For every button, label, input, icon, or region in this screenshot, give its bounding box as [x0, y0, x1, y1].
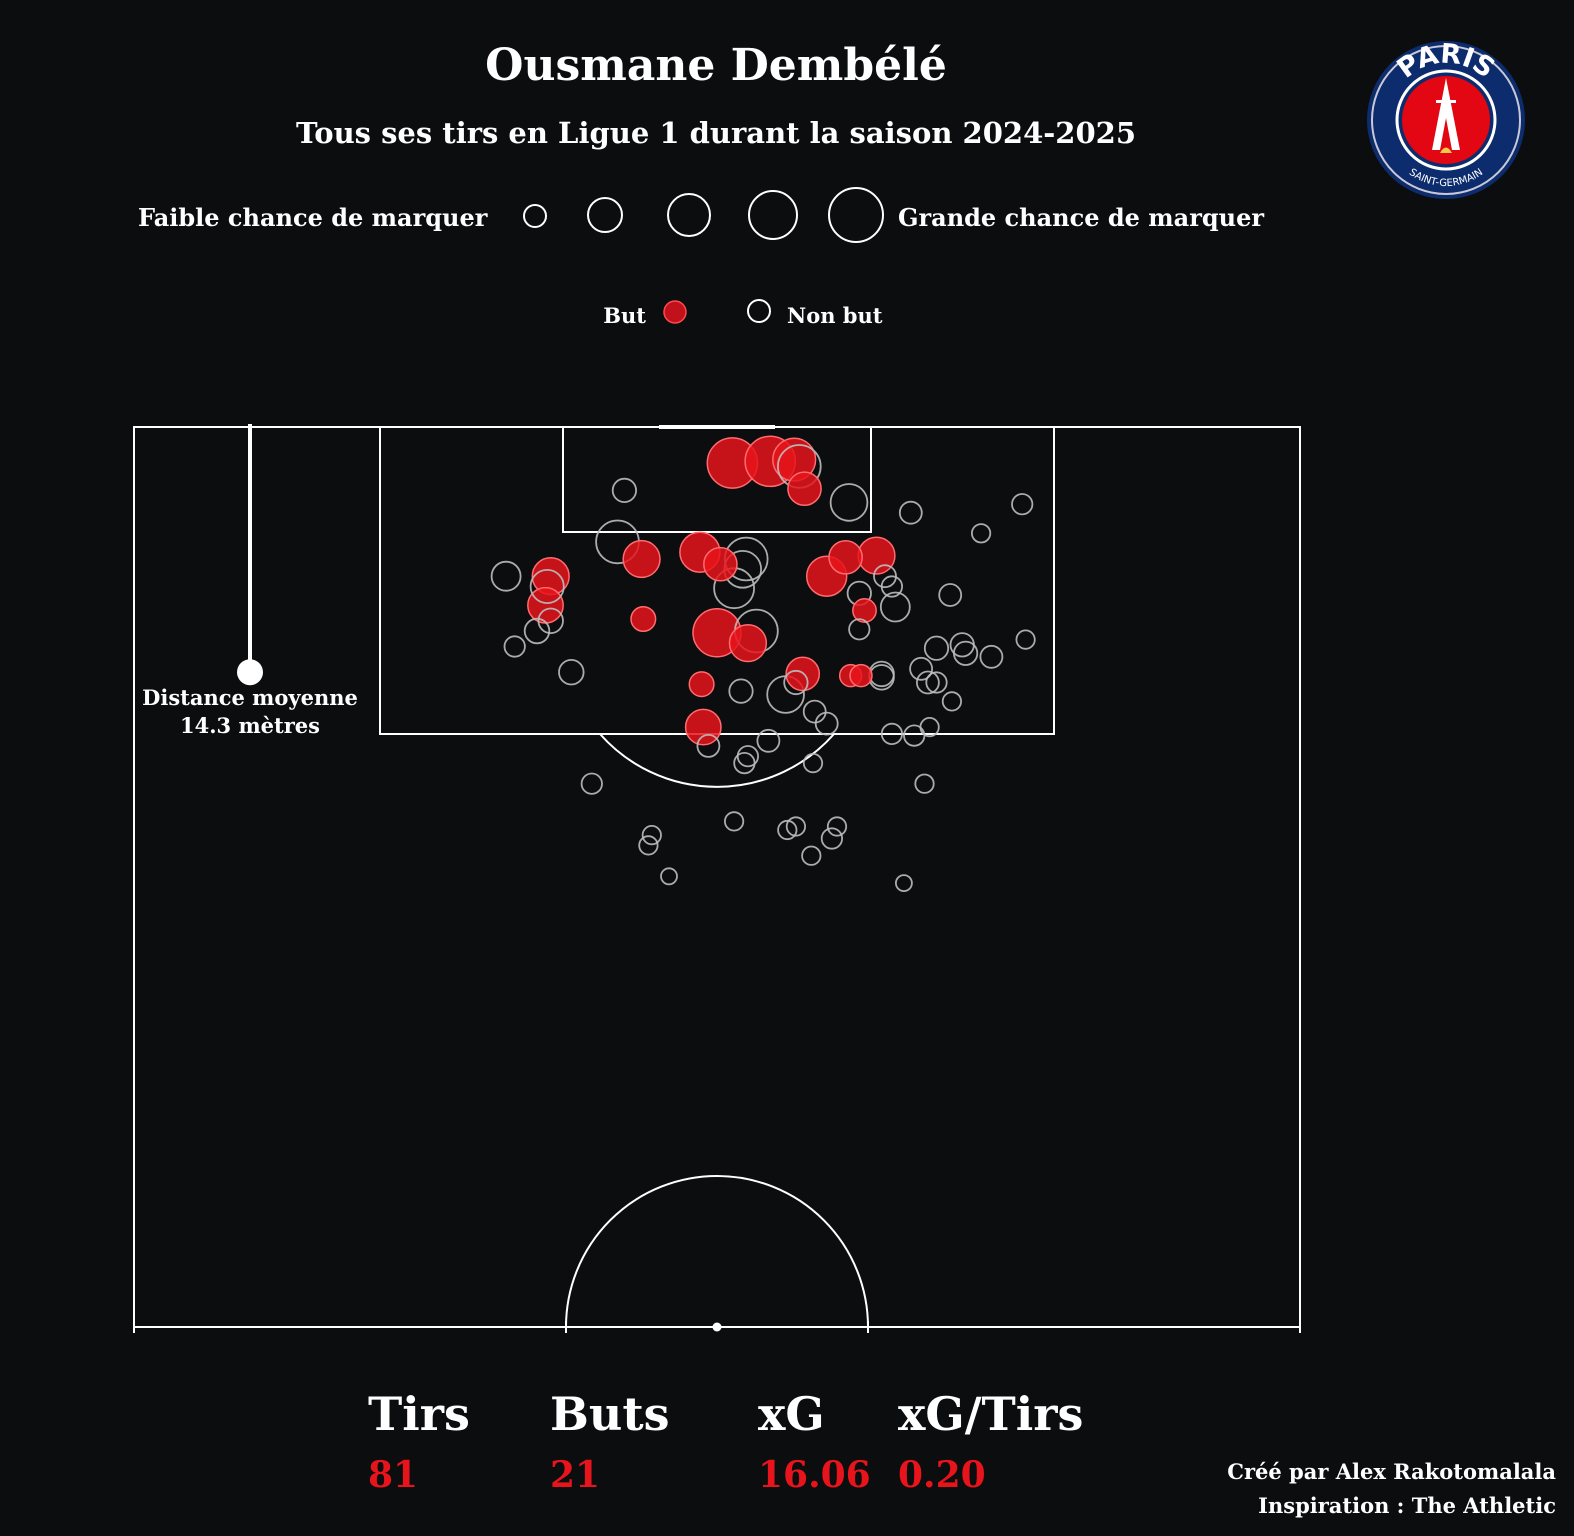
shot-miss: [1011, 493, 1034, 516]
center-circle: [565, 1175, 869, 1328]
stat-label-xg: xG: [758, 1387, 825, 1441]
shot-miss: [826, 816, 848, 837]
pitch: [133, 425, 1301, 1333]
size-legend-circle-5: [828, 187, 884, 243]
shot-miss: [641, 824, 662, 846]
size-legend-circle-4: [748, 190, 798, 240]
shot-miss: [914, 773, 935, 794]
shot-miss: [802, 699, 827, 724]
logo-fleur-icon: [1440, 147, 1452, 153]
shot-miss: [638, 835, 659, 856]
shot-miss: [952, 640, 979, 666]
shot-miss: [979, 644, 1004, 669]
shot-miss: [503, 635, 526, 658]
shot-miss: [941, 691, 963, 712]
stat-label-xg-per-shot: xG/Tirs: [898, 1387, 1083, 1441]
shot-miss: [611, 477, 638, 503]
shot-miss: [919, 716, 940, 738]
shot-miss: [756, 728, 781, 753]
shot-miss: [898, 500, 923, 525]
legend-goal-label: But: [603, 303, 646, 328]
shot-goal: [630, 605, 657, 633]
player-title: Ousmane Dembélé: [485, 40, 947, 91]
stat-value-goals: 21: [550, 1454, 600, 1496]
shot-miss: [879, 591, 911, 623]
shot-goal: [849, 663, 873, 688]
shot-miss: [801, 845, 822, 866]
shot-miss: [490, 560, 522, 592]
shot-miss: [529, 569, 565, 605]
stats-panel: Tirs 81 Buts 21 xG 16.06 xG/Tirs 0.20: [368, 1387, 1083, 1496]
shot-miss: [938, 583, 963, 607]
shot-miss: [909, 656, 933, 681]
logo-outer-border: [1371, 45, 1521, 195]
shot-miss: [814, 711, 839, 736]
shot-miss: [783, 669, 809, 696]
shot-miss: [537, 607, 564, 635]
outcome-legend: But Non but: [603, 299, 883, 328]
stat-value-shots: 81: [368, 1454, 418, 1496]
shot-miss: [848, 618, 871, 641]
shot-miss: [880, 722, 904, 746]
size-legend-high-label: Grande chance de marquer: [898, 203, 1264, 232]
shot-miss: [970, 523, 992, 544]
shot-goal: [688, 671, 715, 698]
size-legend: Faible chance de marquer Grande chance d…: [138, 187, 1264, 243]
shot-miss: [916, 670, 940, 695]
logo-tower-icon: [1432, 78, 1460, 150]
shots-layer: [490, 435, 1036, 892]
shot-miss: [523, 617, 551, 645]
shot-miss: [880, 575, 904, 598]
size-legend-low-label: Faible chance de marquer: [138, 203, 488, 232]
legend-miss-label: Non but: [787, 303, 883, 328]
penalty-arc: [599, 733, 835, 788]
shot-goal: [852, 598, 877, 623]
shot-miss: [925, 671, 948, 694]
shot-miss: [696, 734, 721, 758]
shot-miss: [802, 752, 824, 774]
shot-miss: [723, 811, 745, 832]
shot-goal: [527, 586, 564, 624]
shot-miss: [895, 874, 913, 892]
center-spot: [712, 1322, 722, 1332]
shot-miss: [1015, 629, 1036, 650]
shot-goal: [787, 471, 822, 507]
average-distance-marker: Distance moyenne 14.3 mètres: [142, 424, 358, 738]
size-legend-circle-1: [523, 204, 547, 228]
legend-miss-marker: [747, 299, 771, 323]
stat-label-shots: Tirs: [368, 1387, 470, 1441]
shot-goal: [728, 623, 768, 663]
shot-goal: [684, 708, 722, 746]
credits-inspiration: Inspiration : The Athletic: [1258, 1493, 1556, 1518]
credits-author: Créé par Alex Rakotomalala: [1227, 1459, 1556, 1484]
shot-miss: [660, 867, 678, 886]
shot-miss: [785, 816, 807, 837]
shot-miss: [923, 635, 950, 661]
size-legend-circle-2: [587, 197, 623, 233]
legend-goal-marker: [663, 300, 687, 324]
shot-goal: [703, 546, 738, 582]
stat-label-goals: Buts: [550, 1387, 669, 1441]
shot-miss: [728, 678, 754, 704]
shot-miss: [558, 659, 585, 686]
stat-value-xg: 16.06: [758, 1454, 871, 1496]
shot-goal: [622, 539, 661, 579]
stat-value-xg-per-shot: 0.20: [898, 1454, 986, 1496]
shot-miss: [733, 751, 756, 775]
size-legend-circle-3: [667, 193, 711, 237]
shot-miss: [777, 819, 798, 841]
distance-value: 14.3 mètres: [180, 713, 320, 738]
shot-miss: [580, 772, 603, 795]
shot-miss: [820, 827, 844, 850]
logo-tower-bar: [1436, 100, 1456, 103]
distance-label: Distance moyenne: [142, 685, 358, 710]
shot-miss: [829, 483, 869, 522]
distance-dot: [237, 659, 263, 686]
logo-red-disc: [1402, 76, 1490, 164]
chart-subtitle: Tous ses tirs en Ligue 1 durant la saiso…: [296, 116, 1136, 150]
shot-goal: [828, 539, 863, 575]
